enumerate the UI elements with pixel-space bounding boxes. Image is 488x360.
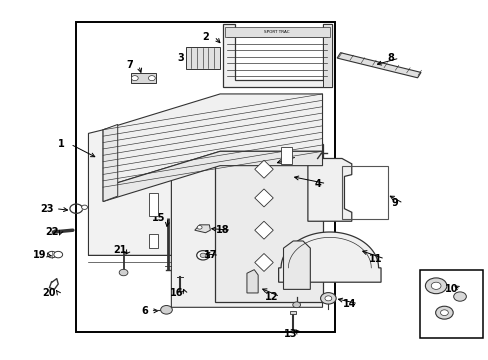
Text: 11: 11 <box>368 254 382 264</box>
Circle shape <box>119 269 128 276</box>
Text: 21: 21 <box>113 245 127 255</box>
Polygon shape <box>254 221 273 239</box>
Text: 23: 23 <box>40 204 54 214</box>
Polygon shape <box>103 151 322 202</box>
Bar <box>419 270 483 338</box>
Polygon shape <box>194 225 210 233</box>
Circle shape <box>81 205 87 210</box>
Text: 15: 15 <box>152 213 165 222</box>
Polygon shape <box>103 94 322 187</box>
Circle shape <box>148 76 155 81</box>
Circle shape <box>425 278 446 294</box>
Bar <box>76 22 334 332</box>
Bar <box>131 73 156 83</box>
Circle shape <box>131 76 138 81</box>
Text: 9: 9 <box>390 198 397 208</box>
Text: 18: 18 <box>215 225 229 235</box>
Circle shape <box>325 296 331 301</box>
Text: 4: 4 <box>314 179 320 189</box>
Polygon shape <box>254 160 273 178</box>
Circle shape <box>435 306 452 319</box>
Text: 3: 3 <box>177 53 184 63</box>
Text: 2: 2 <box>202 32 208 41</box>
Text: 19: 19 <box>33 250 46 260</box>
Circle shape <box>440 310 447 316</box>
Text: 1: 1 <box>58 139 65 149</box>
Bar <box>149 234 158 248</box>
Text: 6: 6 <box>141 306 147 316</box>
Bar <box>224 27 329 37</box>
Bar <box>149 193 158 216</box>
Polygon shape <box>103 125 118 202</box>
Circle shape <box>292 302 300 308</box>
Text: 8: 8 <box>386 53 393 63</box>
Polygon shape <box>336 53 420 78</box>
Text: 12: 12 <box>264 292 278 302</box>
Circle shape <box>453 292 466 301</box>
Text: 10: 10 <box>444 284 458 294</box>
Circle shape <box>54 251 62 258</box>
Polygon shape <box>185 47 220 69</box>
Text: 17: 17 <box>203 250 217 260</box>
Circle shape <box>430 282 440 289</box>
Circle shape <box>47 251 56 258</box>
Polygon shape <box>322 24 331 87</box>
Circle shape <box>160 306 172 314</box>
Bar <box>281 147 291 164</box>
Text: SPORT TRAC: SPORT TRAC <box>264 30 289 33</box>
Circle shape <box>200 253 205 257</box>
Text: 22: 22 <box>45 227 59 237</box>
Polygon shape <box>88 126 171 255</box>
Polygon shape <box>171 142 322 307</box>
Circle shape <box>320 293 335 304</box>
Polygon shape <box>254 189 273 207</box>
Polygon shape <box>283 241 310 289</box>
Text: 7: 7 <box>126 60 133 70</box>
Bar <box>341 166 387 220</box>
Polygon shape <box>254 253 273 271</box>
Circle shape <box>197 226 202 229</box>
Polygon shape <box>307 158 351 221</box>
Polygon shape <box>246 270 258 293</box>
Circle shape <box>196 251 209 260</box>
Text: 16: 16 <box>169 288 183 298</box>
Bar <box>290 311 296 315</box>
Polygon shape <box>222 24 331 87</box>
Text: 14: 14 <box>342 299 355 309</box>
Text: 20: 20 <box>42 288 56 298</box>
Text: 5: 5 <box>285 152 291 162</box>
Text: 13: 13 <box>284 329 297 339</box>
Polygon shape <box>278 232 380 282</box>
Polygon shape <box>215 144 322 302</box>
